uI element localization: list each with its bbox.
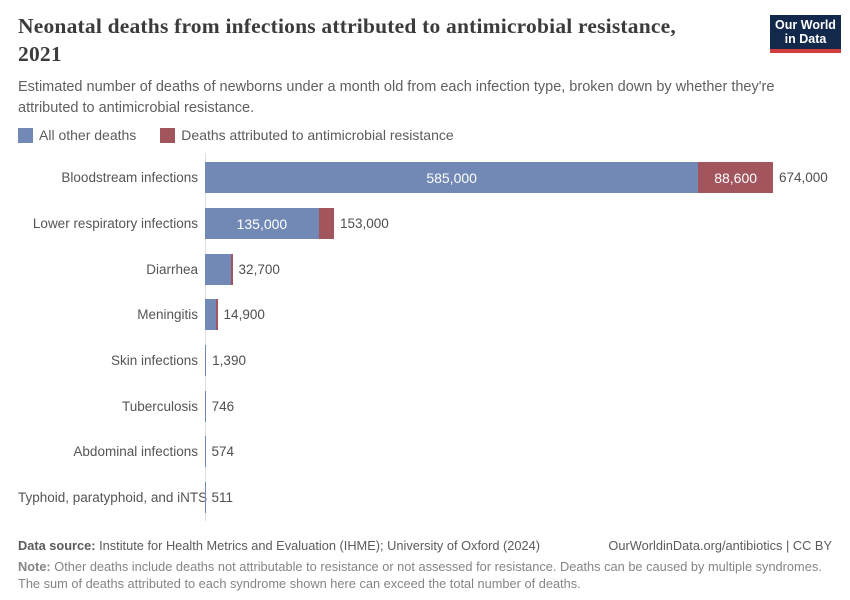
bar-segment-other-deaths[interactable] xyxy=(205,436,206,468)
category-label: Typhoid, paratyphoid, and iNTS xyxy=(18,490,208,506)
bar-segment-other-deaths[interactable]: 585,000 xyxy=(205,162,699,194)
bar-area: 585,000 88,600 674,000 xyxy=(205,162,832,194)
footer-source-line: Data source: Institute for Health Metric… xyxy=(18,538,832,553)
total-value-label: 1,390 xyxy=(212,353,246,369)
owid-url-link[interactable]: OurWorldinData.org/antibiotics | CC BY xyxy=(608,537,832,553)
bar-segment-other-deaths[interactable] xyxy=(205,345,207,377)
footer-note: Note: Other deaths include deaths not at… xyxy=(18,558,832,593)
bar-area: 746 xyxy=(205,390,832,422)
data-source: Data source: Institute for Health Metric… xyxy=(18,538,540,553)
bar-segment-amr-deaths[interactable] xyxy=(318,208,334,240)
segment-value-label: 88,600 xyxy=(714,169,758,186)
total-value-label: 14,900 xyxy=(223,307,265,323)
chart-subtitle: Estimated number of deaths of newborns u… xyxy=(18,79,775,116)
bar-segment-amr-deaths[interactable] xyxy=(231,253,233,285)
title-line2: 2021 xyxy=(18,42,62,66)
note-text: Other deaths include deaths not attribut… xyxy=(18,558,822,592)
bar-segment-other-deaths[interactable] xyxy=(205,482,206,514)
chart-row: Skin infections 1,390 xyxy=(18,338,832,384)
legend-swatch-red-icon xyxy=(160,127,176,143)
total-value-label: 674,000 xyxy=(778,170,828,186)
bar-chart: Bloodstream infections 585,000 88,600 67… xyxy=(18,153,832,521)
bar-area: 574 xyxy=(205,436,832,468)
data-source-text: Institute for Health Metrics and Evaluat… xyxy=(95,537,541,553)
legend-item-amr-deaths[interactable]: Deaths attributed to antimicrobial resis… xyxy=(160,127,454,143)
total-value-label: 746 xyxy=(211,398,235,414)
chart-row: Lower respiratory infections 135,000 153… xyxy=(18,201,832,247)
bar-segment-other-deaths[interactable] xyxy=(205,390,206,422)
total-value-label: 32,700 xyxy=(238,261,280,277)
bar-segment-other-deaths[interactable]: 135,000 xyxy=(205,208,319,240)
category-label: Tuberculosis xyxy=(121,398,198,414)
chart-rows: Bloodstream infections 585,000 88,600 67… xyxy=(18,155,832,521)
bar-area: 135,000 153,000 xyxy=(205,208,832,240)
category-label: Skin infections xyxy=(110,353,198,369)
bar-segment-amr-deaths[interactable]: 88,600 xyxy=(698,162,773,194)
legend-swatch-blue-icon xyxy=(18,127,33,143)
category-label: Meningitis xyxy=(137,307,198,323)
footer: Data source: Institute for Health Metric… xyxy=(18,538,832,593)
bar-segment-other-deaths[interactable] xyxy=(205,299,217,331)
legend-label: All other deaths xyxy=(39,127,137,143)
bar-area: 1,390 xyxy=(205,345,832,377)
chart-row: Meningitis 14,900 xyxy=(18,292,832,338)
page-title: Neonatal deaths from infections attribut… xyxy=(18,12,763,68)
note-label: Note: xyxy=(18,558,51,574)
title-line1: Neonatal deaths from infections attribut… xyxy=(18,14,676,38)
legend: All other deaths Deaths attributed to an… xyxy=(18,127,832,143)
segment-value-label: 135,000 xyxy=(236,215,288,232)
bar-segment-other-deaths[interactable] xyxy=(205,253,232,285)
chart-row: Tuberculosis 746 xyxy=(18,383,832,429)
legend-label: Deaths attributed to antimicrobial resis… xyxy=(181,127,454,143)
chart-row: Typhoid, paratyphoid, and iNTS 511 xyxy=(18,475,832,521)
chart-row: Bloodstream infections 585,000 88,600 67… xyxy=(18,155,832,201)
total-value-label: 574 xyxy=(211,444,235,460)
category-label: Lower respiratory infections xyxy=(32,216,198,232)
category-label: Abdominal infections xyxy=(73,444,198,460)
bar-area: 32,700 xyxy=(205,253,832,285)
segment-value-label: 585,000 xyxy=(426,169,477,186)
chart-row: Diarrhea 32,700 xyxy=(18,246,832,292)
bar-segment-amr-deaths[interactable] xyxy=(216,299,218,331)
data-source-label: Data source: xyxy=(18,537,96,553)
total-value-label: 153,000 xyxy=(340,216,389,232)
y-axis-line xyxy=(205,153,206,521)
category-label: Bloodstream infections xyxy=(61,170,198,186)
category-label: Diarrhea xyxy=(146,261,198,277)
chart-row: Abdominal infections 574 xyxy=(18,429,832,475)
logo-line1: Our World xyxy=(775,18,836,32)
bar-area: 14,900 xyxy=(205,299,832,331)
logo-line2: in Data xyxy=(784,32,827,46)
legend-item-all-other-deaths[interactable]: All other deaths xyxy=(18,127,136,143)
our-world-in-data-logo[interactable]: Our World in Data xyxy=(770,15,841,53)
total-value-label: 511 xyxy=(211,490,234,506)
bar-area: 511 xyxy=(205,482,832,514)
